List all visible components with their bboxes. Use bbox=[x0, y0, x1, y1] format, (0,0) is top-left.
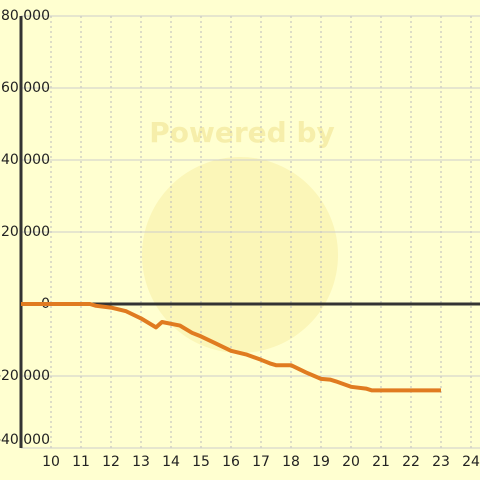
y-tick-label: 20,000 bbox=[1, 224, 50, 240]
y-tick-label: 60,000 bbox=[1, 80, 50, 96]
x-tick-label: 17 bbox=[252, 454, 270, 470]
x-tick-label: 10 bbox=[42, 454, 60, 470]
x-tick-label: 16 bbox=[222, 454, 240, 470]
x-tick-label: 22 bbox=[402, 454, 420, 470]
x-tick-label: 24 bbox=[462, 454, 480, 470]
x-tick-label: 21 bbox=[372, 454, 390, 470]
x-tick-label: 13 bbox=[132, 454, 150, 470]
x-tick-label: 18 bbox=[282, 454, 300, 470]
x-tick-label: 12 bbox=[102, 454, 120, 470]
y-tick-label: 80,000 bbox=[1, 8, 50, 24]
x-tick-label: 19 bbox=[312, 454, 330, 470]
x-tick-label: 23 bbox=[432, 454, 450, 470]
x-tick-label: 15 bbox=[192, 454, 210, 470]
line bbox=[21, 302, 441, 393]
x-tick-label: 20 bbox=[342, 454, 360, 470]
x-tick-label: 14 bbox=[162, 454, 180, 470]
y-tick-label: -20,000 bbox=[0, 368, 50, 384]
watermark: Powered by bbox=[149, 116, 335, 149]
x-tick-label: 11 bbox=[72, 454, 90, 470]
y-tick-label: 40,000 bbox=[1, 152, 50, 168]
y-tick-label: -40,000 bbox=[0, 432, 50, 448]
